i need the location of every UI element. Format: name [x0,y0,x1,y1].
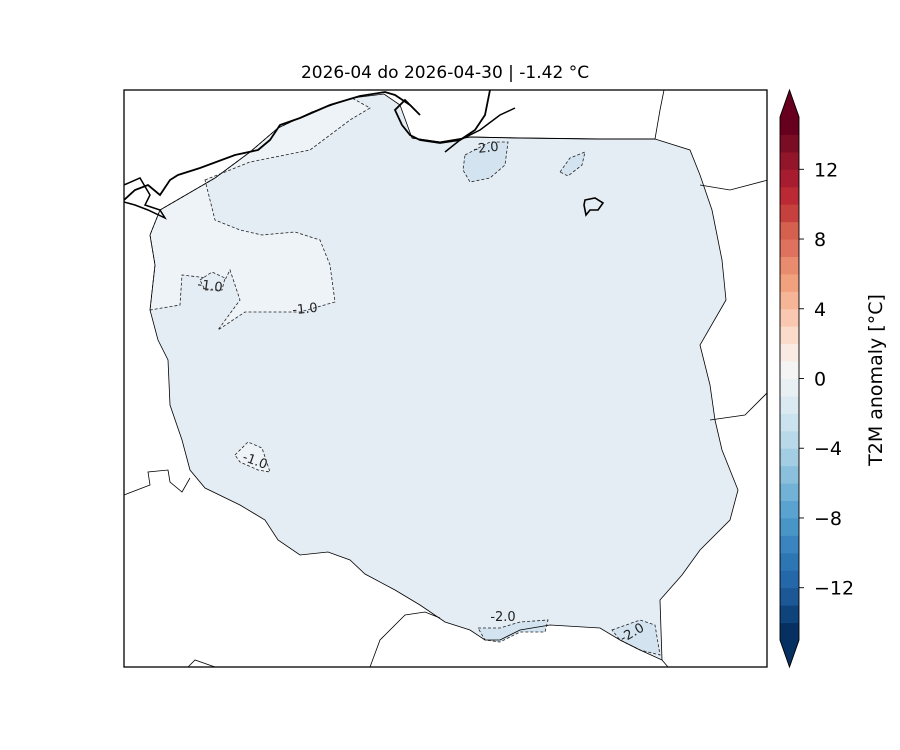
cold-zone-northeast [462,141,509,183]
border-germany-south [124,469,191,496]
colorbar-swatch [780,134,799,153]
colorbar-swatch [780,204,799,223]
contour-label: -1.0 [196,277,223,295]
border-kaliningrad [411,136,655,143]
colorbar-swatch [780,256,799,275]
colorbar-swatch [780,186,799,205]
colorbar-swatch [780,465,799,484]
colorbar-tick-label: −12 [814,578,854,600]
warm-zone-west [149,97,371,331]
cold-zone-southeast [611,619,661,656]
colorbar-swatch [780,326,799,345]
colorbar-extend-high [780,90,799,117]
border-slovakia-south [661,659,669,667]
colorbar-swatch [780,343,799,362]
colorbar-swatch [780,395,799,414]
colorbar-swatch [780,291,799,310]
map-area [124,90,767,667]
colorbar-swatch [780,483,799,502]
colorbar: 12 8 4 0 −4 −8 −12 [779,88,854,669]
border-ukraine [709,392,767,421]
map-frame [123,89,768,668]
colorbar-swatch [780,117,799,135]
colorbar-swatch [780,570,799,589]
colorbar-swatch [780,517,799,536]
colorbar-outline [779,88,800,669]
cold-zone-lake [559,151,586,177]
warm-zone-southwest [234,441,271,473]
colorbar-swatch [780,500,799,519]
colorbar-tick-label: −8 [814,508,842,530]
colorbar-swatch [780,587,799,606]
colorbar-swatch [780,552,799,571]
colorbar-swatch [780,151,799,170]
warm-zone-north-pocket [199,271,226,291]
contour-label: -2.0 [473,140,500,158]
colorbar-swatch [780,361,799,379]
colorbar-tick-label: 12 [814,159,838,181]
lake-northeast [583,197,605,217]
map-title: 2026-04 do 2026-04-30 | -1.42 °C [301,63,589,83]
coast-spit [444,107,516,153]
coast-west-lagoon [124,177,167,220]
colorbar-label: T2M anomaly [°C] [865,294,887,467]
contour-label: -2.0 [490,610,515,625]
colorbar-tick-label: 0 [814,369,826,391]
colorbar-swatch [780,535,799,554]
colorbar-swatch [780,448,799,467]
colorbar-swatch [780,221,799,240]
colorbar-tick-label: 8 [814,229,826,251]
coastline [124,90,491,201]
contour-label: -1.0 [292,301,319,319]
colorbar-swatch [780,378,799,397]
colorbar-swatch [780,413,799,432]
border-czech-west [187,659,216,667]
colorbar-swatch [780,622,799,641]
colorbar-swatch [780,308,799,327]
colorbar-swatch [780,273,799,292]
colorbar-tick-label: 4 [814,299,826,321]
colorbar-swatch [780,239,799,257]
poland-region [150,94,738,660]
colorbar-swatch [780,430,799,449]
colorbar-swatch [780,169,799,188]
border-belarus-north [699,179,767,191]
border-lithuania [654,90,665,140]
cold-zone-south [477,619,549,643]
colorbar-swatch [780,605,799,624]
colorbar-extend-low [780,640,799,667]
border-czech-slovakia [369,611,441,667]
colorbar-tick-label: −4 [814,438,842,460]
